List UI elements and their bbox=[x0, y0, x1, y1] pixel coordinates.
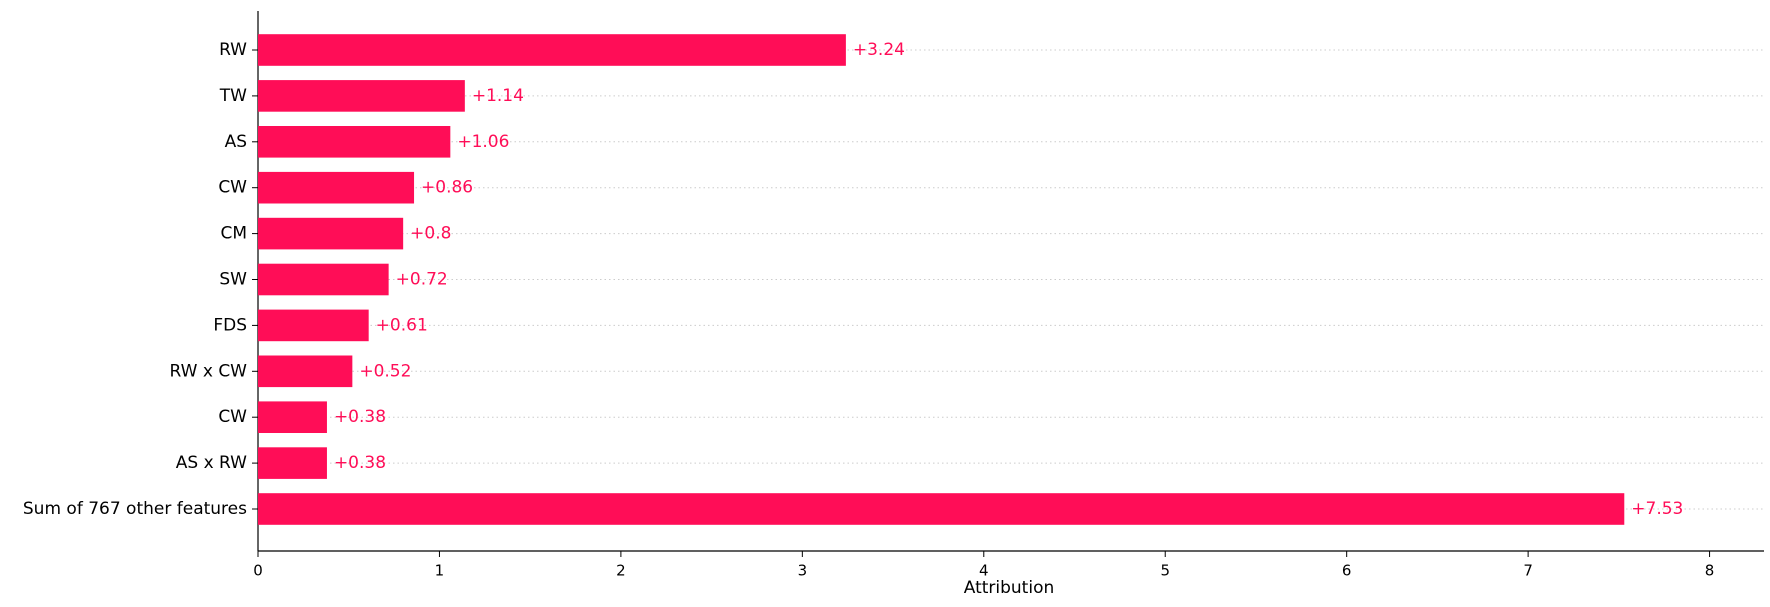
y-tick-label: TW bbox=[219, 86, 247, 106]
x-axis-label: Attribution bbox=[964, 578, 1055, 598]
x-tick-label: 4 bbox=[979, 562, 989, 580]
y-tick-label: RW bbox=[219, 40, 247, 60]
value-label: +3.24 bbox=[853, 40, 905, 60]
value-label: +0.38 bbox=[334, 453, 386, 473]
bar bbox=[258, 171, 415, 204]
x-tick-label: 3 bbox=[798, 562, 808, 580]
bar bbox=[258, 126, 451, 158]
bar bbox=[258, 493, 1625, 525]
y-tick-label: Sum of 767 other features bbox=[23, 499, 247, 519]
bar bbox=[258, 447, 327, 479]
value-label: +0.86 bbox=[421, 178, 473, 198]
bar bbox=[258, 309, 369, 342]
x-tick-label: 8 bbox=[1705, 562, 1715, 580]
bar bbox=[258, 355, 353, 388]
value-label: +0.61 bbox=[376, 315, 428, 335]
x-tick-label: 2 bbox=[616, 562, 626, 580]
y-tick-label: AS x RW bbox=[176, 453, 247, 473]
x-tick-label: 0 bbox=[253, 562, 263, 580]
y-tick-label: RW x CW bbox=[170, 361, 248, 381]
value-label: +0.72 bbox=[396, 270, 448, 290]
value-label: +0.52 bbox=[359, 361, 411, 381]
value-label: +1.14 bbox=[472, 86, 524, 106]
y-tick-label: CW bbox=[218, 407, 247, 427]
y-tick-label: CM bbox=[220, 224, 247, 244]
y-tick-label: FDS bbox=[213, 315, 247, 335]
bar bbox=[258, 263, 389, 296]
bar bbox=[258, 34, 846, 66]
value-label: +0.8 bbox=[410, 224, 451, 244]
x-tick-label: 1 bbox=[435, 562, 445, 580]
x-tick-label: 7 bbox=[1523, 562, 1533, 580]
y-tick-label: SW bbox=[219, 270, 247, 290]
bar bbox=[258, 80, 465, 112]
x-tick-label: 5 bbox=[1160, 562, 1170, 580]
y-tick-label: CW bbox=[218, 178, 247, 198]
value-label: +0.38 bbox=[334, 407, 386, 427]
value-label: +1.06 bbox=[457, 132, 509, 152]
x-tick-label: 6 bbox=[1342, 562, 1352, 580]
value-label: +7.53 bbox=[1631, 499, 1683, 519]
y-tick-label: AS bbox=[225, 132, 247, 152]
bar bbox=[258, 401, 327, 433]
bar bbox=[258, 217, 404, 250]
